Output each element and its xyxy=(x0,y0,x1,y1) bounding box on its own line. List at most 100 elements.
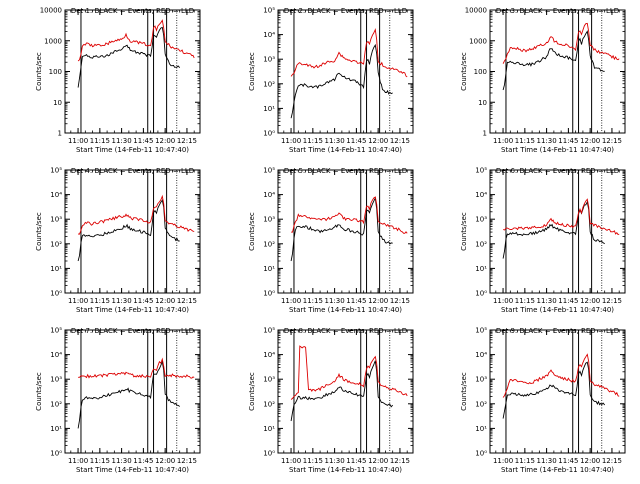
x-tick-label: 12:00 xyxy=(155,137,175,145)
x-tick-label: 11:30 xyxy=(112,457,132,465)
y-tick-label: 10³ xyxy=(50,376,62,384)
series-line-events xyxy=(502,200,605,259)
x-tick-label: 12:15 xyxy=(177,457,197,465)
x-axis-label: Start Time (14-Feb-11 10:47:40) xyxy=(289,146,402,154)
y-tick-label: 10⁴ xyxy=(475,191,487,199)
panel-title: Det 8: BLACK = Events, RED = LLD xyxy=(284,327,407,335)
x-tick-label: 11:45 xyxy=(133,137,153,145)
x-tick-label: 11:15 xyxy=(303,297,323,305)
series-line-events xyxy=(502,30,605,91)
y-axis-label: Counts/sec xyxy=(460,212,468,251)
x-tick-label: 11:15 xyxy=(303,137,323,145)
x-tick-label: 11:15 xyxy=(303,457,323,465)
x-tick-label: 12:00 xyxy=(155,457,175,465)
panel-title: Det 6: BLACK = Events, RED = LLD xyxy=(496,167,619,175)
panel-det-1: 1 10 100 1000 10000 11:00 11:15 11:30 11:45 12:00… xyxy=(35,7,201,154)
y-tick-label: 100 xyxy=(474,68,487,76)
x-axis-label: Start Time (14-Feb-11 10:47:40) xyxy=(289,466,402,474)
y-tick-label: 10² xyxy=(50,240,62,248)
x-axis-label: Start Time (14-Feb-11 10:47:40) xyxy=(76,466,189,474)
y-tick-label: 10² xyxy=(263,400,275,408)
y-tick-label: 10⁴ xyxy=(50,191,62,199)
x-tick-label: 11:30 xyxy=(537,137,557,145)
y-tick-label: 10⁵ xyxy=(475,327,487,335)
y-tick-label: 10⁴ xyxy=(475,351,487,359)
panel-title: Det 2: BLACK = Events, RED = LLD xyxy=(284,7,407,15)
plot-frame xyxy=(64,169,201,294)
x-tick-label: 11:15 xyxy=(515,297,535,305)
x-tick-label: 11:00 xyxy=(281,457,301,465)
y-axis-label: Counts/sec xyxy=(35,212,43,251)
y-tick-label: 10³ xyxy=(475,216,487,224)
x-tick-label: 11:00 xyxy=(68,297,88,305)
y-tick-label: 10⁰ xyxy=(263,290,275,298)
x-tick-label: 11:45 xyxy=(558,457,578,465)
plot-frame xyxy=(489,169,626,294)
y-tick-label: 10⁵ xyxy=(50,167,62,175)
x-tick-label: 11:45 xyxy=(133,297,153,305)
y-tick-label: 10³ xyxy=(263,216,275,224)
x-tick-label: 11:00 xyxy=(493,457,513,465)
panel-title: Det 1: BLACK = Events, RED = LLD xyxy=(71,7,194,15)
y-tick-label: 10¹ xyxy=(50,265,62,273)
x-tick-label: 11:00 xyxy=(493,137,513,145)
x-tick-label: 11:45 xyxy=(346,457,366,465)
series-line-lld xyxy=(78,357,195,379)
x-tick-label: 12:00 xyxy=(580,297,600,305)
y-tick-label: 10⁵ xyxy=(263,7,275,15)
panel-title: Det 7: BLACK = Events, RED = LLD xyxy=(71,327,194,335)
y-axis-label: Counts/sec xyxy=(248,212,256,251)
panel-det-3: 1 10 100 1000 10000 11:00 11:15 11:30 11:45 12:00… xyxy=(460,7,626,154)
y-tick-label: 10⁰ xyxy=(475,450,487,458)
series-line-lld xyxy=(78,194,195,235)
series-line-events xyxy=(77,199,180,262)
x-tick-label: 12:00 xyxy=(368,457,388,465)
x-tick-label: 12:00 xyxy=(155,297,175,305)
y-tick-label: 10³ xyxy=(263,56,275,64)
series-line-lld xyxy=(502,22,620,64)
y-tick-label: 10 xyxy=(478,99,487,107)
y-tick-label: 10¹ xyxy=(475,265,487,273)
x-tick-label: 11:15 xyxy=(90,297,110,305)
x-tick-label: 11:30 xyxy=(325,297,345,305)
y-tick-label: 10² xyxy=(475,240,487,248)
y-tick-label: 10⁵ xyxy=(263,327,275,335)
x-tick-label: 11:45 xyxy=(558,297,578,305)
y-tick-label: 1000 xyxy=(44,37,62,45)
y-tick-label: 10⁰ xyxy=(263,450,275,458)
x-axis-label: Start Time (14-Feb-11 10:47:40) xyxy=(501,306,614,314)
y-tick-label: 10000 xyxy=(40,7,62,15)
panel-title: Det 4: BLACK = Events, RED = LLD xyxy=(71,167,194,175)
x-tick-label: 12:15 xyxy=(177,137,197,145)
y-tick-label: 10³ xyxy=(475,376,487,384)
plot-frame xyxy=(277,329,414,454)
y-tick-label: 1 xyxy=(58,130,62,138)
x-tick-label: 11:15 xyxy=(515,137,535,145)
x-tick-label: 11:30 xyxy=(112,137,132,145)
x-tick-label: 11:45 xyxy=(346,137,366,145)
y-tick-label: 10² xyxy=(475,400,487,408)
y-tick-label: 10⁰ xyxy=(263,130,275,138)
x-tick-label: 11:00 xyxy=(493,297,513,305)
series-line-events xyxy=(77,360,180,429)
y-tick-label: 10⁵ xyxy=(50,327,62,335)
x-tick-label: 11:45 xyxy=(133,457,153,465)
y-tick-label: 10² xyxy=(263,240,275,248)
x-tick-label: 11:45 xyxy=(346,297,366,305)
panel-title: Det 9: BLACK = Events, RED = LLD xyxy=(496,327,619,335)
x-tick-label: 11:30 xyxy=(112,297,132,305)
x-tick-label: 12:15 xyxy=(602,457,622,465)
x-tick-label: 12:15 xyxy=(390,137,410,145)
x-tick-label: 11:30 xyxy=(325,137,345,145)
series-line-events xyxy=(77,26,181,88)
series-line-lld xyxy=(290,345,408,400)
x-tick-label: 12:00 xyxy=(368,297,388,305)
x-axis-label: Start Time (14-Feb-11 10:47:40) xyxy=(501,146,614,154)
x-tick-label: 12:15 xyxy=(390,457,410,465)
x-tick-label: 11:00 xyxy=(68,137,88,145)
